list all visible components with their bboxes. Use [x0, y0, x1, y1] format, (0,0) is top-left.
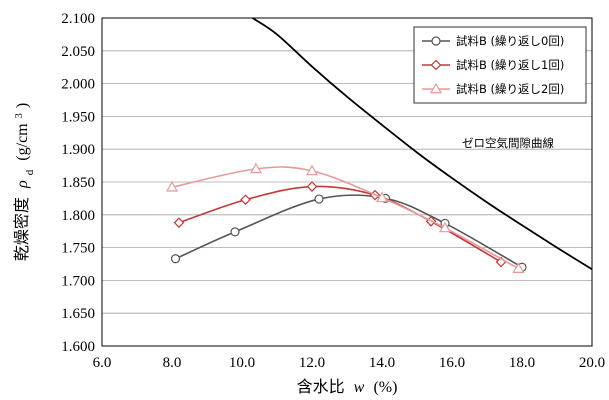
x-axis-label-main: 含水比 [297, 377, 345, 396]
y-axis-label-sub: d [24, 169, 36, 175]
series-1 [173, 181, 507, 268]
y-tick-label-5: 1.850 [61, 175, 95, 191]
y-axis-label-main: 乾燥密度 [12, 197, 31, 261]
y-tick-label-0: 1.600 [61, 339, 95, 355]
x-tick-label-3: 12.0 [299, 355, 325, 371]
zero-air-voids-label: ゼロ空気間隙曲線 [462, 136, 554, 150]
series-0-point-1 [230, 227, 240, 237]
x-axis-label-unit: (%) [373, 379, 397, 396]
x-tick-label-0: 6.0 [93, 355, 112, 371]
plot-frame [101, 17, 593, 347]
y-tick-label-2: 1.700 [61, 273, 95, 289]
y-tick-label-10: 2.100 [61, 11, 95, 27]
series-layer [165, 162, 527, 273]
y-tick-labels: 1.600 1.650 1.700 1.750 1.800 1.850 1.900 1.950… [61, 11, 95, 355]
legend-swatch-marker-2 [429, 82, 443, 94]
series-1-point-0 [173, 217, 185, 229]
y-axis-label: 乾燥密度 ρ d (g/cm 3 ) [12, 103, 36, 261]
x-tick-label-7: 20.0 [579, 355, 605, 371]
y-tick-label-6: 1.900 [61, 142, 95, 158]
x-tick-label-1: 8.0 [163, 355, 182, 371]
x-tick-labels: 6.0 8.0 10.0 12.0 14.0 16.0 18.0 20.0 [93, 355, 606, 371]
series-2-point-4 [438, 221, 452, 233]
legend-label-1: 試料B (繰り返し1回) [456, 58, 564, 72]
series-2-line [171, 166, 519, 270]
zero-air-voids-curve-layer [251, 17, 593, 271]
legend-item-1: 試料B (繰り返し1回) [422, 58, 564, 72]
series-2-point-5 [512, 262, 525, 273]
series-2-point-2 [305, 164, 319, 176]
x-tick-label-6: 18.0 [509, 355, 535, 371]
series-2-point-1 [249, 162, 263, 174]
series-1-line [178, 185, 502, 263]
x-tick-label-5: 16.0 [439, 355, 465, 371]
legend-swatch-marker-0 [431, 36, 441, 46]
y-tick-label-3: 1.750 [61, 241, 95, 257]
x-tick-label-4: 14.0 [369, 355, 395, 371]
y-axis-label-var: ρ [14, 180, 31, 189]
series-0-point-2 [314, 194, 324, 204]
x-axis-label: 含水比 w (%) [297, 377, 398, 396]
y-axis-label-unit-pre: (g/cm [14, 123, 31, 161]
x-tick-label-2: 10.0 [229, 355, 255, 371]
y-tick-label-4: 1.800 [61, 208, 95, 224]
series-1-point-1 [240, 194, 251, 206]
legend: 試料B (繰り返し0回) 試料B (繰り返し1回) 試料B (繰り返し2回) [413, 26, 587, 104]
series-0-point-0 [170, 254, 181, 264]
y-tick-label-1: 1.650 [61, 306, 95, 322]
y-axis-label-unit-post: ) [14, 103, 31, 108]
series-1-point-2 [306, 181, 318, 192]
series-0 [170, 193, 527, 272]
x-axis-label-var: w [354, 379, 365, 396]
y-tick-label-7: 1.950 [61, 109, 95, 125]
y-tick-label-8: 2.000 [61, 77, 95, 93]
y-tick-label-9: 2.050 [61, 44, 95, 60]
legend-item-2: 試料B (繰り返し2回) [422, 82, 564, 96]
legend-item-0: 試料B (繰り返し0回) [422, 34, 564, 48]
series-2-point-0 [165, 181, 179, 192]
legend-swatch-marker-1 [430, 59, 442, 71]
legend-label-0: 試料B (繰り返し0回) [456, 34, 564, 48]
series-2-point-3 [375, 191, 389, 203]
zero-air-voids-curve [251, 17, 593, 271]
y-axis-label-sup: 3 [14, 113, 25, 118]
legend-label-2: 試料B (繰り返し2回) [456, 82, 564, 96]
series-2 [165, 162, 525, 273]
